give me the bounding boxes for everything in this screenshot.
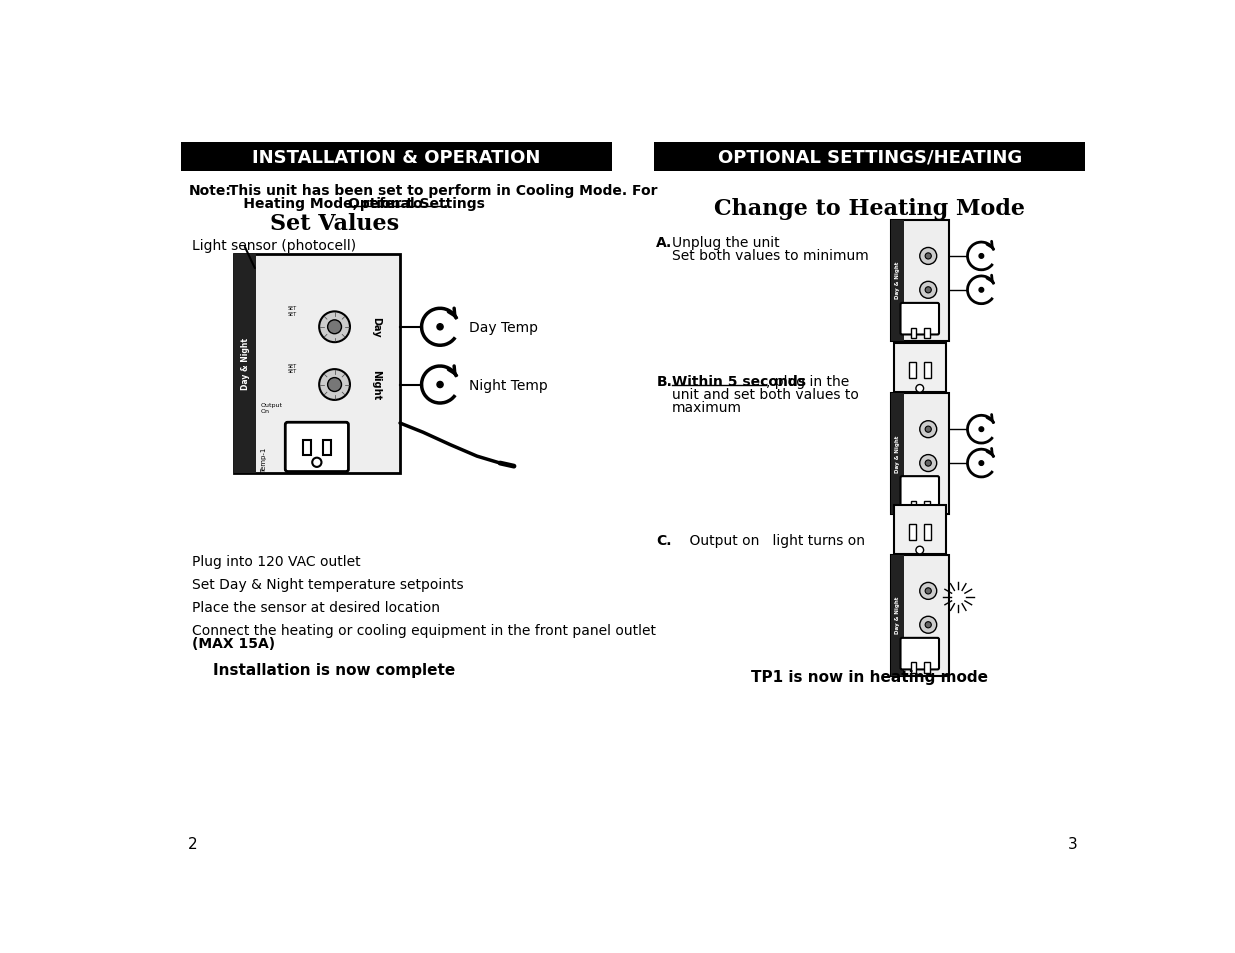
Circle shape (920, 583, 936, 599)
FancyBboxPatch shape (924, 328, 930, 339)
Text: Note:: Note: (188, 184, 231, 197)
FancyBboxPatch shape (909, 524, 916, 540)
FancyBboxPatch shape (924, 662, 930, 674)
Circle shape (920, 456, 936, 472)
FancyBboxPatch shape (235, 254, 256, 474)
FancyBboxPatch shape (909, 363, 916, 379)
Text: Optional Settings: Optional Settings (348, 196, 485, 211)
FancyBboxPatch shape (890, 555, 904, 676)
Circle shape (925, 460, 931, 467)
FancyBboxPatch shape (324, 440, 331, 456)
Text: Set both values to minimum: Set both values to minimum (672, 249, 868, 263)
FancyBboxPatch shape (890, 220, 904, 341)
Circle shape (925, 622, 931, 628)
Text: (MAX 15A): (MAX 15A) (193, 637, 275, 651)
Circle shape (920, 248, 936, 265)
FancyBboxPatch shape (890, 394, 904, 515)
Text: Change to Heating Mode: Change to Heating Mode (714, 197, 1025, 219)
Text: Place the sensor at desired location: Place the sensor at desired location (193, 600, 440, 615)
Circle shape (916, 547, 924, 555)
Text: Within 5 seconds: Within 5 seconds (672, 375, 805, 388)
Circle shape (979, 461, 983, 466)
Circle shape (925, 253, 931, 260)
Text: Connect the heating or cooling equipment in the front panel outlet: Connect the heating or cooling equipment… (193, 623, 656, 638)
Text: Day & Night: Day & Night (241, 337, 249, 390)
Text: maximum: maximum (672, 400, 742, 415)
Text: Day & Night: Day & Night (895, 435, 900, 473)
Circle shape (437, 382, 443, 388)
FancyBboxPatch shape (900, 639, 939, 670)
FancyBboxPatch shape (924, 363, 931, 379)
Circle shape (925, 588, 931, 595)
Text: Installation is now complete: Installation is now complete (214, 662, 456, 677)
Circle shape (979, 288, 983, 293)
Text: Unplug the unit: Unplug the unit (672, 236, 779, 250)
FancyBboxPatch shape (303, 440, 311, 456)
Text: Day: Day (372, 317, 382, 337)
Text: 2: 2 (188, 836, 198, 851)
FancyBboxPatch shape (924, 501, 930, 512)
Circle shape (925, 427, 931, 433)
Circle shape (437, 324, 443, 331)
FancyBboxPatch shape (285, 423, 348, 472)
FancyBboxPatch shape (894, 505, 946, 555)
FancyBboxPatch shape (894, 344, 946, 393)
FancyBboxPatch shape (900, 476, 939, 508)
Circle shape (327, 320, 342, 335)
Text: C.: C. (657, 534, 672, 548)
Text: Night Temp: Night Temp (469, 378, 548, 392)
Circle shape (319, 312, 350, 343)
Text: TP1 is now in heating mode: TP1 is now in heating mode (751, 670, 988, 684)
Text: Set Day & Night temperature setpoints: Set Day & Night temperature setpoints (193, 578, 463, 592)
Text: Output on   light turns on: Output on light turns on (672, 534, 864, 548)
FancyBboxPatch shape (890, 394, 948, 515)
Text: INSTALLATION & OPERATION: INSTALLATION & OPERATION (252, 149, 541, 167)
Circle shape (925, 288, 931, 294)
Text: unit and set both values to: unit and set both values to (672, 388, 858, 401)
Text: SET
SET: SET SET (288, 306, 296, 316)
Circle shape (920, 282, 936, 299)
Text: Light sensor (photocell): Light sensor (photocell) (193, 239, 356, 253)
FancyBboxPatch shape (900, 304, 939, 335)
FancyBboxPatch shape (235, 254, 400, 474)
FancyBboxPatch shape (910, 501, 916, 512)
Text: SET
SET: SET SET (288, 364, 296, 374)
FancyBboxPatch shape (890, 555, 948, 676)
Text: A.: A. (657, 236, 673, 250)
Circle shape (979, 254, 983, 259)
Circle shape (312, 458, 321, 467)
FancyBboxPatch shape (890, 220, 948, 341)
Text: Output
On: Output On (261, 403, 283, 414)
Text: Day Temp: Day Temp (469, 320, 538, 335)
FancyBboxPatch shape (655, 143, 1086, 172)
Text: OPTIONAL SETTINGS/HEATING: OPTIONAL SETTINGS/HEATING (718, 149, 1021, 167)
Text: Night: Night (372, 370, 382, 400)
FancyBboxPatch shape (180, 143, 611, 172)
Text: Heating Mode, refer to: Heating Mode, refer to (219, 196, 427, 211)
Text: Day & Night: Day & Night (895, 262, 900, 299)
Circle shape (327, 378, 342, 392)
Text: Set Values: Set Values (270, 213, 399, 234)
Text: B.: B. (657, 375, 672, 388)
FancyBboxPatch shape (910, 328, 916, 339)
FancyBboxPatch shape (924, 524, 931, 540)
Text: Day & Night: Day & Night (895, 597, 900, 634)
Text: 3: 3 (1068, 836, 1078, 851)
Text: Plug into 120 VAC outlet: Plug into 120 VAC outlet (193, 555, 361, 568)
Text: .: . (442, 196, 447, 211)
Text: Temp-1: Temp-1 (262, 447, 268, 473)
Circle shape (920, 421, 936, 438)
Circle shape (979, 428, 983, 432)
Circle shape (319, 370, 350, 400)
Text: This unit has been set to perform in Cooling Mode. For: This unit has been set to perform in Coo… (219, 184, 657, 197)
Circle shape (916, 385, 924, 393)
Text: , plug in the: , plug in the (766, 375, 848, 388)
FancyBboxPatch shape (910, 662, 916, 674)
Circle shape (920, 617, 936, 634)
